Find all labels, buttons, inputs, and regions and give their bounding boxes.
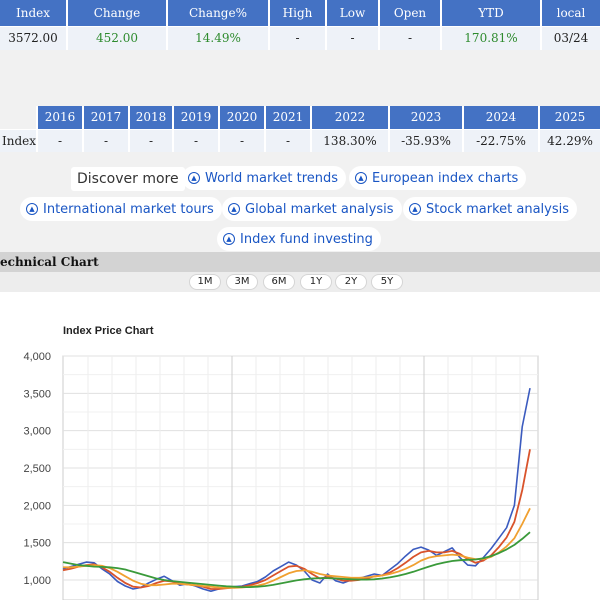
yearly-value: - [174,130,220,152]
technical-chart-section-title: echnical Chart [0,252,600,272]
quote-index-value: 3572.00 [0,27,68,50]
range-button-1y[interactable]: 1Y [300,274,332,290]
y-tick-label: 2,000 [23,500,51,512]
quote-change-value: 452.00 [68,27,168,50]
price-chart-plot: 4,000 3,500 3,000 2,500 2,000 1,500 1,000 [23,351,539,600]
quote-change-pct-value: 14.49% [168,27,270,50]
search-icon: ▲ [409,203,421,215]
range-button-3m[interactable]: 3M [226,274,258,290]
year-header: 2016 [38,106,84,129]
yearly-value: - [266,130,312,152]
year-header: 2021 [266,106,312,129]
search-icon: ▲ [223,233,235,245]
quote-open-value: - [380,27,442,50]
yearly-header-blank [0,106,38,129]
y-tick-label: 3,500 [23,388,51,400]
yearly-value: - [38,130,84,152]
year-header: 2019 [174,106,220,129]
quote-high-value: - [270,27,327,50]
series-line-3 [62,531,531,589]
link-chip-stock-market-analysis[interactable]: ▲ Stock market analysis [403,197,578,221]
chip-label: Index fund investing [240,231,373,247]
range-button-2y[interactable]: 2Y [335,274,367,290]
year-header: 2017 [84,106,130,129]
discover-more-label: Discover more [71,167,185,191]
col-header-change: Change [68,0,168,26]
year-header: 2024 [464,106,540,129]
year-header: 2025 [540,106,600,129]
quote-low-value: - [327,27,380,50]
search-icon: ▲ [26,203,38,215]
y-tick-label: 3,000 [23,426,51,438]
y-tick-label: 2,500 [23,463,51,475]
series-line-1 [62,449,531,590]
chart-title: Index Price Chart [63,325,154,337]
link-chip-global-market-analysis[interactable]: ▲ Global market analysis [222,197,402,221]
y-tick-label: 4,000 [23,351,51,363]
yearly-table-header: 2016 2017 2018 2019 2020 2021 2022 2023 … [0,106,600,129]
yearly-value: - [220,130,266,152]
col-header-local: local [556,6,586,20]
link-chip-european-index-charts[interactable]: ▲ European index charts [349,166,527,190]
year-header: 2020 [220,106,266,129]
col-header-index: Index [0,0,68,26]
y-tick-label: 1,500 [23,538,51,550]
year-header: 2018 [130,106,174,129]
range-selector: 1M 3M 6M 1Y 2Y 5Y [0,272,600,292]
quote-table-header: Index Change Change% High Low Open YTD l… [0,0,600,26]
range-button-6m[interactable]: 6M [263,274,295,290]
year-header: 2022 [312,106,390,129]
search-icon: ▲ [228,203,240,215]
link-chip-world-market-trends[interactable]: ▲ World market trends [182,166,347,190]
col-header-open: Open [380,0,442,26]
chip-label: European index charts [372,170,519,186]
yearly-value: -35.93% [390,130,464,152]
link-chip-international-market-tours[interactable]: ▲ International market tours [20,197,222,221]
range-button-1m[interactable]: 1M [189,274,221,290]
chip-label: International market tours [43,201,214,217]
col-header-change-pct: Change% [168,0,270,26]
col-header-high: High [270,0,327,26]
yearly-value: 138.30% [312,130,390,152]
chip-label: World market trends [205,170,339,186]
col-header-ytd: YTD [442,0,542,26]
link-chip-index-fund-investing[interactable]: ▲ Index fund investing [217,227,381,251]
yearly-value: 42.29% [547,134,593,148]
col-header-low: Low [327,0,380,26]
chip-label: Stock market analysis [426,201,570,217]
price-chart: Index Price Chart 4,000 3,500 3,000 2,500 2,… [0,292,600,600]
yearly-value: - [130,130,174,152]
quote-row: 3572.00 452.00 14.49% - - - 170.81% 03/2… [0,27,600,50]
yearly-value: - [84,130,130,152]
spacer [0,50,600,106]
range-button-5y[interactable]: 5Y [371,274,403,290]
y-tick-label: 1,000 [23,575,51,587]
yearly-row: Index - - - - - - 138.30% -35.93% -22.75… [0,130,600,152]
year-header: 2023 [390,106,464,129]
chip-label: Global market analysis [245,201,394,217]
yearly-row-label: Index [0,130,38,152]
search-icon: ▲ [188,172,200,184]
search-icon: ▲ [355,172,367,184]
quote-local-value: 03/24 [553,31,589,45]
yearly-value: -22.75% [464,130,540,152]
quote-ytd-value: 170.81% [442,27,542,50]
series-line-2 [63,507,531,589]
plot-area [62,355,539,600]
